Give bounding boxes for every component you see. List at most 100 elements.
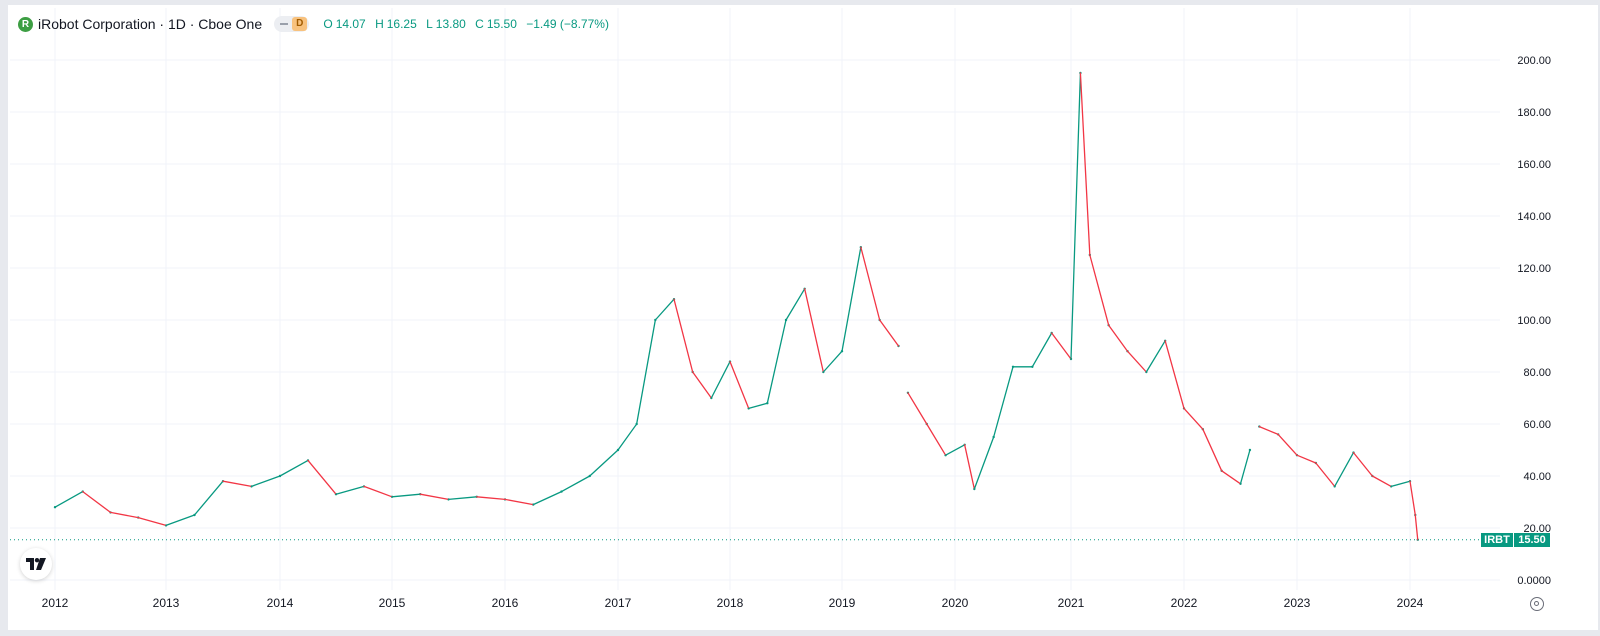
series-segment	[1409, 480, 1416, 516]
series-segment	[1390, 480, 1411, 488]
series-segment	[841, 246, 862, 352]
x-tick-label: 2019	[829, 596, 856, 610]
series-segment	[973, 436, 995, 490]
series-segment	[109, 511, 139, 519]
symbol-title[interactable]: iRobot Corporation · 1D · Cboe One	[38, 16, 263, 32]
series-segment	[250, 475, 281, 488]
low-value: 13.80	[435, 17, 466, 31]
x-tick-label: 2012	[42, 596, 69, 610]
x-tick-label: 2020	[942, 596, 969, 610]
open-label: O	[323, 17, 333, 31]
close-label: C	[475, 17, 484, 31]
x-tick-label: 2016	[492, 596, 519, 610]
series-segment	[879, 319, 900, 347]
series-segment	[1108, 324, 1129, 352]
series-segment	[1079, 72, 1091, 256]
ohlc-values: O 14.07 H 16.25 L 13.80 C 15.50 −1.49 (−8.77…	[323, 17, 612, 31]
series-segment	[766, 319, 787, 404]
interval-badge: D	[292, 17, 308, 31]
series-segment	[804, 288, 824, 373]
interval-toggle[interactable]: D	[274, 16, 310, 32]
y-tick-label: 120.00	[1517, 263, 1551, 275]
series-segment	[532, 490, 563, 506]
low-label: L	[426, 17, 433, 31]
series-segment	[82, 490, 112, 514]
series-segment	[1239, 449, 1251, 485]
series-segment	[748, 402, 768, 410]
y-tick-label: 140.00	[1517, 211, 1551, 223]
x-tick-label: 2021	[1058, 596, 1085, 610]
series-segment	[1051, 332, 1072, 360]
series-segment	[1414, 514, 1419, 541]
series-segment	[1070, 72, 1082, 360]
x-tick-label: 2022	[1171, 596, 1198, 610]
series-segment	[279, 459, 309, 477]
series-segment	[1202, 428, 1223, 472]
x-tick-label: 2023	[1284, 596, 1311, 610]
series-segment	[1334, 451, 1355, 488]
series-segment	[654, 298, 675, 321]
series-segment	[907, 392, 928, 425]
series-segment	[193, 480, 224, 516]
series-segment	[222, 480, 253, 488]
series-segment	[335, 485, 365, 495]
series-segment	[476, 496, 506, 501]
series-segment	[447, 496, 478, 501]
series-segment	[419, 493, 450, 501]
gear-icon[interactable]	[1530, 597, 1544, 611]
series-segment	[1221, 470, 1242, 485]
x-tick-label: 2018	[717, 596, 744, 610]
y-tick-label: 100.00	[1517, 315, 1551, 327]
series-segment	[165, 514, 196, 527]
series-segment	[785, 288, 806, 321]
x-tick-label: 2024	[1397, 596, 1424, 610]
series-segment	[926, 423, 947, 456]
symbol-price-label: IRBT	[1481, 533, 1513, 547]
series-segment	[1183, 407, 1204, 430]
series-segment	[944, 444, 966, 456]
series-segment	[391, 493, 421, 498]
series-segment	[1315, 462, 1336, 488]
series-segment	[504, 498, 534, 506]
series-segment	[993, 366, 1014, 438]
high-value: 16.25	[386, 17, 417, 31]
series-segment	[673, 298, 694, 373]
close-value: 15.50	[486, 17, 517, 31]
series-segment	[589, 449, 619, 477]
irobot-logo-icon: R	[18, 16, 33, 32]
y-tick-label: 60.00	[1523, 419, 1551, 431]
x-tick-label: 2017	[605, 596, 632, 610]
open-value: 14.07	[335, 17, 366, 31]
series-segment	[363, 485, 393, 498]
series-segment	[1164, 340, 1185, 410]
series-segment	[560, 475, 591, 493]
x-tick-label: 2013	[153, 596, 180, 610]
y-tick-label: 160.00	[1517, 159, 1551, 171]
series-segment	[729, 360, 750, 410]
series-segment	[617, 423, 638, 451]
series-segment	[137, 516, 167, 527]
tradingview-logo-icon[interactable]	[20, 548, 52, 580]
series-segment	[1352, 451, 1373, 477]
series-segment	[964, 444, 975, 490]
series-segment	[636, 319, 656, 425]
series-segment	[692, 371, 712, 399]
chart-legend: R iRobot Corporation · 1D · Cboe One D O…	[18, 14, 612, 34]
series-segment	[1371, 475, 1392, 488]
minus-icon	[280, 23, 289, 25]
y-tick-label: 20.00	[1523, 523, 1551, 535]
y-tick-label: 40.00	[1523, 471, 1551, 483]
series-segment	[307, 459, 337, 495]
series-segment	[54, 490, 84, 508]
series-segment	[860, 246, 881, 321]
series-segment	[1145, 340, 1166, 373]
x-tick-label: 2014	[267, 596, 294, 610]
series-segment	[1296, 454, 1317, 464]
change-value: −1.49 (−8.77%)	[526, 17, 609, 31]
series-segment	[822, 350, 843, 373]
series-segment	[710, 360, 731, 399]
y-tick-label: 180.00	[1517, 107, 1551, 119]
high-label: H	[375, 17, 384, 31]
